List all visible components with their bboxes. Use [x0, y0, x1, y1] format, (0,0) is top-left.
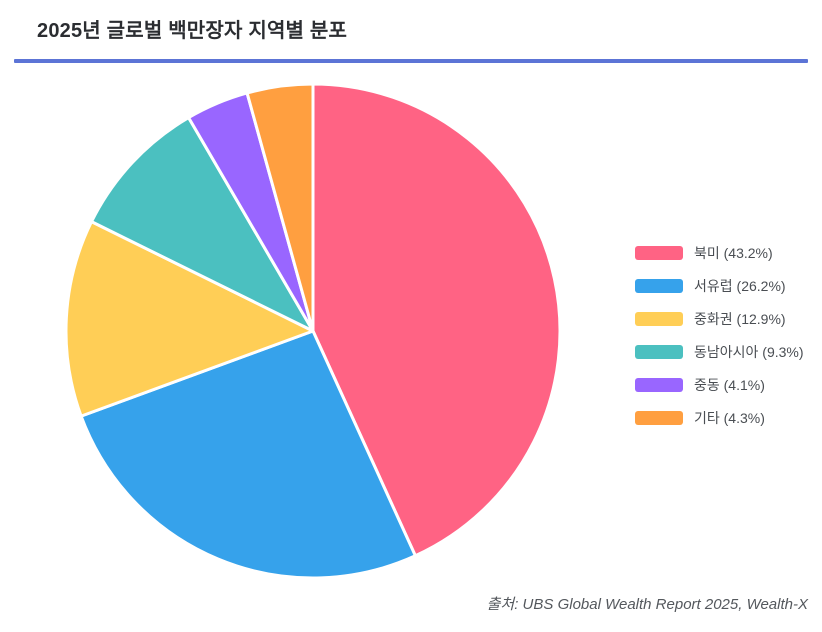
- legend-label: 동남아시아 (9.3%): [694, 344, 804, 360]
- legend-swatch-others: [635, 411, 683, 425]
- legend-swatch-greater-china: [635, 312, 683, 326]
- source-note: 출처: UBS Global Wealth Report 2025, Wealt…: [486, 596, 808, 613]
- legend-item-western-europe[interactable]: 서유럽 (26.2%): [635, 276, 804, 296]
- legend-label: 기타 (4.3%): [694, 410, 765, 426]
- legend-label: 북미 (43.2%): [694, 245, 773, 261]
- legend-item-middle-east[interactable]: 중동 (4.1%): [635, 375, 804, 395]
- legend-item-greater-china[interactable]: 중화권 (12.9%): [635, 309, 804, 329]
- legend-swatch-western-europe: [635, 279, 683, 293]
- legend-swatch-north-america: [635, 246, 683, 260]
- legend-label: 중화권 (12.9%): [694, 311, 786, 327]
- pie-slice-western-europe[interactable]: [79, 329, 417, 580]
- legend-label: 서유럽 (26.2%): [694, 278, 786, 294]
- legend-swatch-southeast-asia: [635, 345, 683, 359]
- pie-slice-greater-china[interactable]: [64, 220, 315, 418]
- title-underline: [14, 59, 808, 63]
- legend-item-southeast-asia[interactable]: 동남아시아 (9.3%): [635, 342, 804, 362]
- chart-legend: 북미 (43.2%) 서유럽 (26.2%) 중화권 (12.9%) 동남아시아 (9…: [635, 243, 804, 441]
- legend-label: 중동 (4.1%): [694, 377, 765, 393]
- legend-item-others[interactable]: 기타 (4.3%): [635, 408, 804, 428]
- pie-slice-north-america[interactable]: [311, 82, 562, 558]
- chart-title: 2025년 글로벌 백만장자 지역별 분포: [37, 20, 348, 42]
- legend-swatch-middle-east: [635, 378, 683, 392]
- pie-slice-southeast-asia[interactable]: [90, 116, 315, 333]
- pie-slice-others[interactable]: [245, 82, 315, 333]
- legend-item-north-america[interactable]: 북미 (43.2%): [635, 243, 804, 263]
